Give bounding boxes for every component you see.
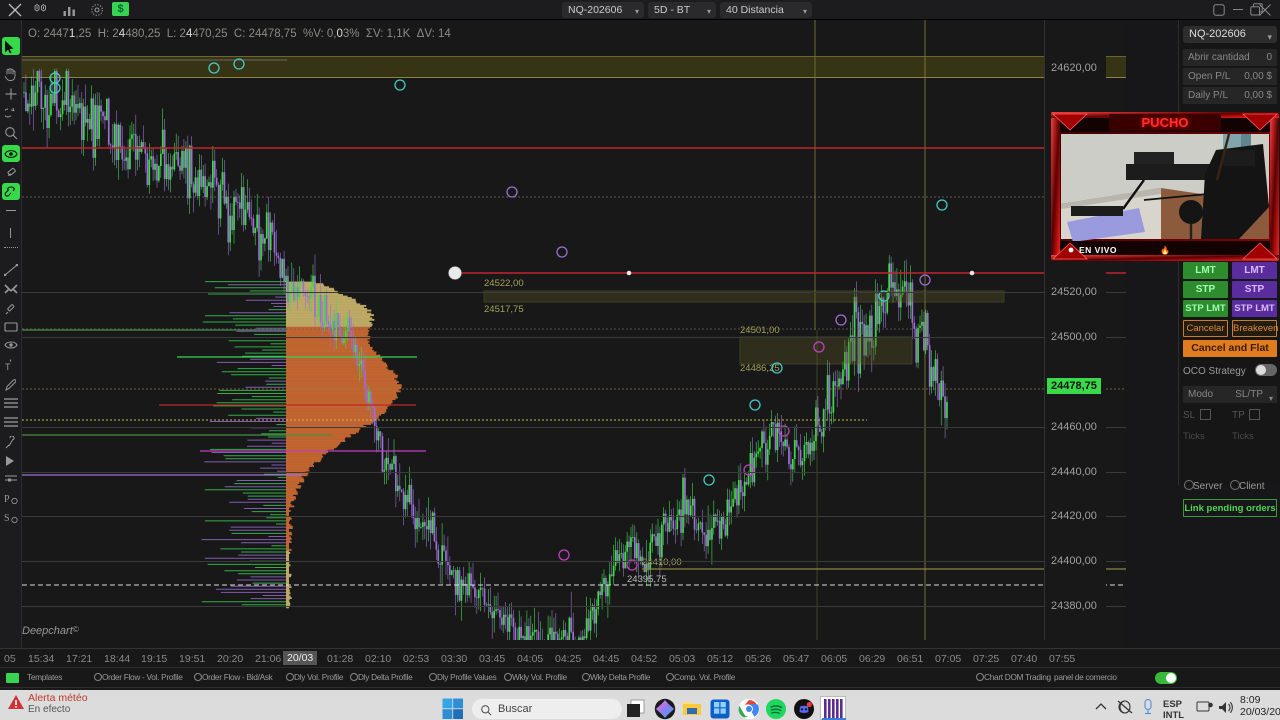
svg-text:PUCHO: PUCHO bbox=[1142, 115, 1189, 130]
svg-text:S: S bbox=[4, 513, 10, 524]
svg-text:24517,75: 24517,75 bbox=[484, 304, 524, 315]
svg-text:24410,00: 24410,00 bbox=[642, 557, 682, 568]
svg-text:EN VIVO: EN VIVO bbox=[1079, 245, 1117, 255]
svg-text:24501,00: 24501,00 bbox=[740, 325, 780, 336]
svg-text:24522,00: 24522,00 bbox=[484, 278, 524, 289]
svg-text:T: T bbox=[5, 362, 11, 371]
svg-text:🔥: 🔥 bbox=[1160, 245, 1170, 255]
svg-text:P: P bbox=[4, 494, 10, 505]
svg-text:24395,75: 24395,75 bbox=[627, 574, 667, 585]
